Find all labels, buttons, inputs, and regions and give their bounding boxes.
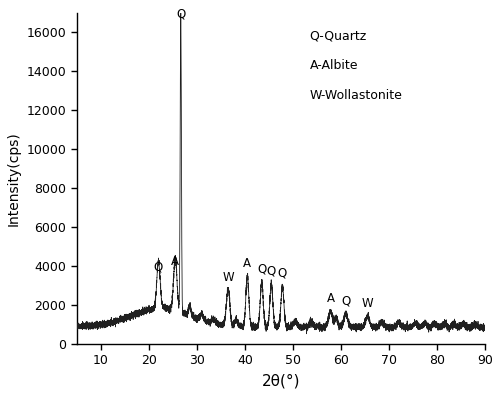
Text: Q: Q [266,265,276,278]
Text: Q: Q [341,294,350,307]
Text: Q: Q [257,263,266,276]
Text: Q: Q [154,261,163,274]
Text: Q-Quartz: Q-Quartz [310,29,367,42]
Text: A-Albite: A-Albite [310,59,358,72]
Text: W-Wollastonite: W-Wollastonite [310,89,402,102]
Text: Q: Q [278,267,287,280]
Text: A: A [244,257,252,270]
X-axis label: 2θ(°): 2θ(°) [262,373,300,388]
Y-axis label: Intensity(cps): Intensity(cps) [7,131,21,226]
Text: A: A [172,255,179,268]
Text: A: A [326,292,334,305]
Text: W: W [362,297,373,310]
Text: W: W [222,271,234,284]
Text: Q: Q [176,8,186,21]
